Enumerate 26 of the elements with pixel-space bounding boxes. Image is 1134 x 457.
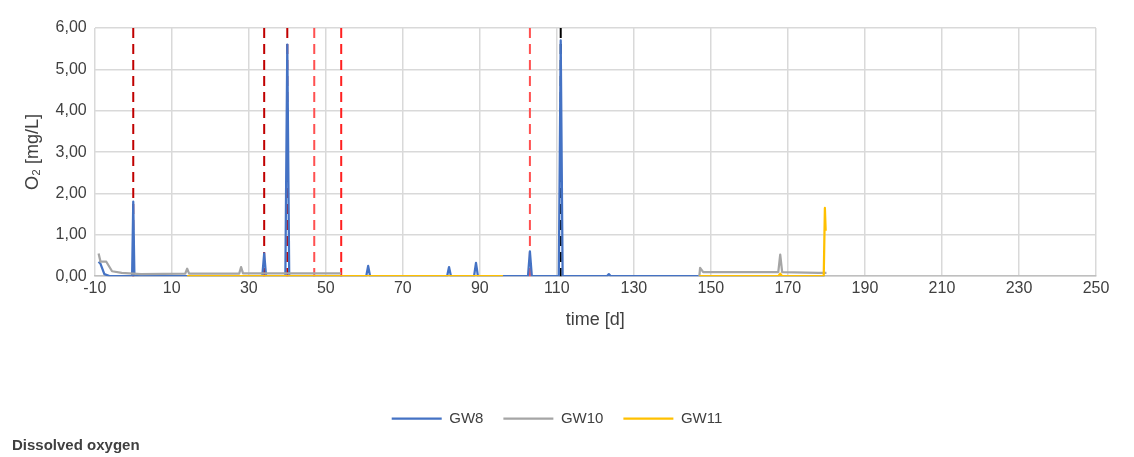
legend-label: GW8 (449, 408, 484, 426)
x-axis-title: time [d] (565, 309, 625, 330)
x-tick-label: 90 (470, 279, 489, 297)
x-tick-label: 130 (620, 279, 648, 297)
y-tick-label: 2,00 (55, 183, 87, 201)
x-tick-label: 10 (162, 279, 181, 297)
y-tick-label: 1,00 (55, 225, 87, 243)
x-tick-label: 170 (774, 279, 802, 297)
legend-label: GW11 (680, 408, 723, 426)
x-tick-label: 150 (697, 279, 725, 297)
x-tick-label: 50 (316, 279, 335, 297)
x-tick-label: 30 (239, 279, 258, 297)
x-tick-label: 230 (1005, 279, 1033, 297)
legend-label: GW10 (560, 408, 604, 426)
y-axis-title: O₂ [mg/L] (21, 114, 42, 191)
y-tick-label: 5,00 (55, 59, 87, 77)
y-tick-label: 6,00 (55, 18, 87, 36)
x-tick-label: 250 (1082, 279, 1110, 297)
y-tick-label: 3,00 (55, 142, 87, 160)
x-tick-label: 110 (544, 279, 570, 297)
x-tick-label: 190 (851, 279, 879, 297)
x-tick-label: 210 (928, 279, 956, 297)
x-tick-label: 70 (393, 279, 412, 297)
y-tick-label: 0,00 (55, 266, 87, 284)
y-tick-label: 4,00 (55, 101, 87, 119)
text: Dissolved oxygen (11, 436, 141, 453)
